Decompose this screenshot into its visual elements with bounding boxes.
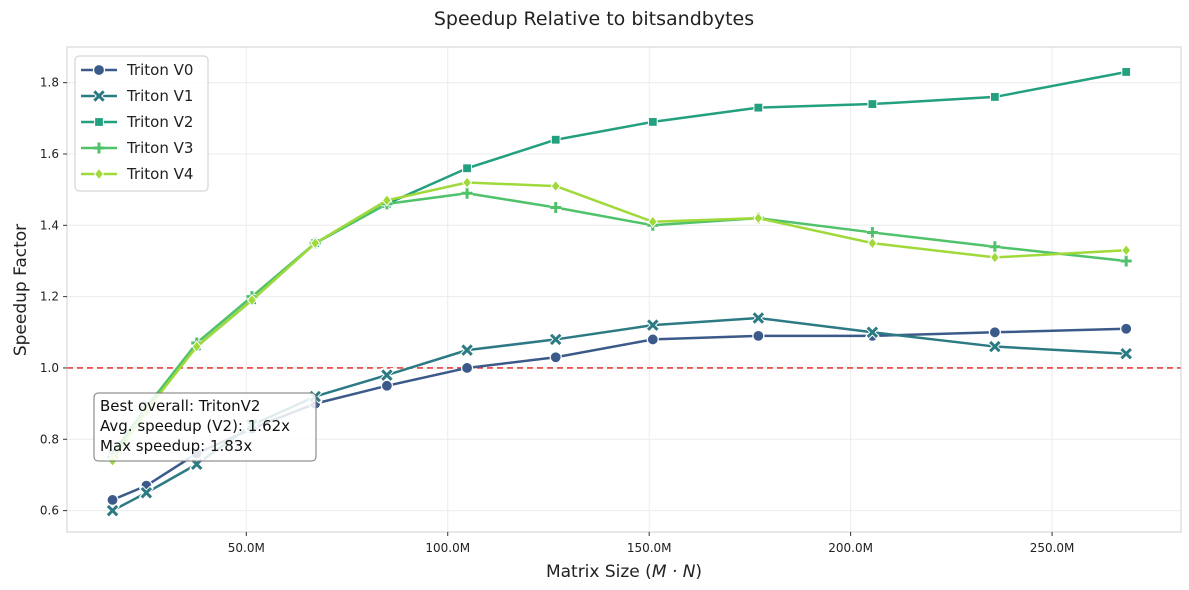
marker-x: [139, 485, 154, 500]
marker-x-stroke: [381, 369, 393, 381]
marker-x-stroke: [989, 340, 1001, 353]
marker-square: [989, 92, 1000, 102]
x-axis-label-prefix: Matrix Size (: [546, 562, 652, 582]
x-axis-label: Matrix Size (M · N): [546, 562, 702, 582]
marker-plus: [461, 187, 473, 199]
marker-x-stroke: [140, 487, 153, 499]
x-tick-label: 250.0M: [1030, 541, 1075, 555]
annotation-line: Best overall: TritonV2: [100, 397, 260, 415]
marker-x-stroke: [461, 344, 473, 356]
marker-plus-stroke: [461, 187, 473, 199]
x-tick-label: 150.0M: [627, 541, 672, 555]
marker-plus: [1120, 255, 1132, 267]
series-triton-v1: [105, 310, 1134, 518]
marker-plus-stroke: [1120, 255, 1132, 267]
y-tick-label: 0.8: [40, 432, 59, 446]
marker-x: [105, 503, 120, 518]
marker-plus-stroke: [93, 142, 105, 154]
marker-x-stroke: [93, 90, 105, 102]
marker-x: [379, 367, 395, 383]
marker-diamond: [310, 236, 321, 250]
x-tick-label: 100.0M: [425, 541, 470, 555]
legend-label: Triton V1: [126, 87, 193, 105]
marker-diamond: [867, 236, 878, 250]
legend-box: [74, 55, 209, 192]
marker-x: [987, 339, 1003, 354]
marker-square: [94, 117, 104, 127]
y-tick-label: 1.2: [40, 290, 59, 304]
legend-label: Triton V3: [126, 139, 193, 157]
y-tick-label: 1.0: [40, 361, 59, 375]
marker-plus: [550, 201, 562, 213]
summary-annotation: Best overall: TritonV2 Avg. speedup (V2):…: [93, 392, 317, 462]
legend-label: Triton V0: [126, 61, 193, 79]
legend-label: Triton V4: [126, 165, 193, 183]
marker-x: [1119, 346, 1134, 361]
marker-square: [753, 102, 764, 113]
y-tick-label: 0.6: [40, 504, 59, 518]
x-axis-label-math: M · N: [652, 562, 696, 582]
marker-circle: [460, 361, 474, 375]
marker-square: [647, 116, 658, 127]
marker-diamond: [550, 179, 561, 193]
marker-x: [459, 342, 475, 358]
marker-diamond: [246, 293, 257, 307]
marker-x: [865, 325, 880, 340]
marker-x-stroke: [1120, 347, 1132, 360]
marker-diamond: [1121, 243, 1132, 257]
marker-x: [751, 310, 766, 326]
x-axis-label-suffix: ): [695, 562, 702, 582]
y-axis-label: Speedup Factor: [11, 224, 31, 356]
annotation-box: [93, 392, 317, 462]
y-tick-label: 1.6: [40, 147, 59, 161]
marker-x-stroke: [752, 312, 765, 324]
marker-circle: [988, 326, 1001, 339]
plot-frame: [66, 46, 1182, 533]
marker-diamond: [462, 176, 473, 189]
marker-plus-stroke: [866, 226, 878, 238]
legend: Triton V0 Triton V1 Triton V2 Triton V3 Trit…: [74, 55, 209, 192]
marker-diamond: [753, 211, 764, 225]
marker-square: [462, 163, 472, 174]
marker-x-stroke: [549, 333, 562, 346]
marker-square: [550, 134, 561, 145]
y-tick-label: 1.4: [40, 218, 59, 232]
annotation-line: Max speedup: 1.83x: [100, 437, 252, 455]
marker-circle: [106, 493, 119, 507]
marker-circle: [646, 333, 659, 346]
marker-x-stroke: [647, 319, 659, 331]
annotation-line: Avg. speedup (V2): 1.62x: [100, 417, 290, 435]
marker-x: [548, 332, 563, 347]
marker-circle: [549, 351, 562, 364]
marker-diamond: [381, 194, 392, 207]
marker-circle: [1120, 322, 1133, 335]
marker-diamond: [989, 251, 1000, 264]
x-axis-ticks: 50.0M 100.0M 150.0M 200.0M 250.0M: [228, 532, 1075, 555]
marker-square: [867, 99, 878, 109]
x-tick-label: 200.0M: [828, 541, 873, 555]
marker-plus: [93, 142, 105, 154]
marker-circle: [92, 63, 106, 77]
marker-x-stroke: [866, 326, 879, 339]
marker-plus-stroke: [989, 241, 1001, 253]
marker-plus: [989, 241, 1001, 253]
marker-x: [91, 88, 107, 104]
marker-diamond: [191, 340, 202, 353]
chart-title: Speedup Relative to bitsandbytes: [434, 8, 754, 30]
marker-plus: [866, 226, 878, 238]
marker-x-stroke: [106, 504, 119, 517]
legend-label: Triton V2: [126, 113, 193, 131]
y-tick-label: 1.8: [40, 76, 59, 90]
marker-x: [645, 317, 660, 333]
x-tick-label: 50.0M: [228, 541, 265, 555]
marker-circle: [380, 379, 393, 392]
marker-square: [1121, 67, 1132, 77]
y-axis-ticks: 0.6 0.8 1.0 1.2 1.4 1.6 1.8: [40, 76, 67, 518]
marker-diamond: [93, 167, 105, 181]
marker-circle: [752, 329, 765, 342]
marker-plus-stroke: [550, 201, 562, 213]
marker-diamond: [647, 215, 658, 229]
